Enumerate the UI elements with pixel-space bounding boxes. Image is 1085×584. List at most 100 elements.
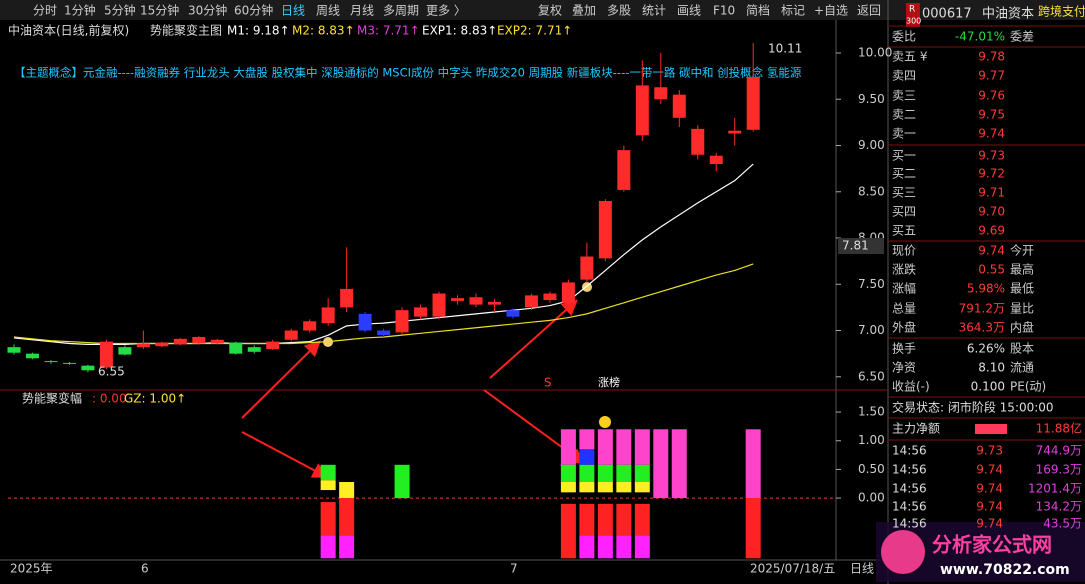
toolbar-bg <box>0 0 1085 20</box>
toolbar-tab[interactable]: 分时 <box>33 4 57 18</box>
toolbar-tab[interactable]: 多周期 <box>383 4 419 18</box>
candle-body <box>7 347 21 353</box>
candle-body <box>469 297 483 305</box>
toolbar-button[interactable]: +自选 <box>814 4 848 18</box>
arrow <box>241 431 329 478</box>
bid-row: 买一 <box>892 149 916 163</box>
weibi: 委比 <box>892 30 916 44</box>
bid-row: 9.69 <box>978 224 1005 238</box>
main-flow-label: 主力净额 <box>892 422 940 436</box>
toolbar-tab[interactable]: 5分钟 <box>104 3 136 18</box>
stat-row: 最低 <box>1010 282 1034 296</box>
candle-body <box>210 339 224 344</box>
indicator-bar <box>616 503 632 536</box>
candle-body <box>62 362 76 364</box>
indicator-bar <box>616 482 632 493</box>
tick-volume: 1201.4万 <box>1028 482 1082 496</box>
candle-body <box>654 87 668 100</box>
candle-body <box>81 365 95 371</box>
indicator-bar <box>320 502 336 536</box>
candle-body <box>25 353 39 359</box>
tick-time: 14:56 <box>892 517 927 531</box>
bid-row: 买二 <box>892 167 916 181</box>
candle-body <box>99 341 113 368</box>
ask-row: 9.74 <box>978 127 1005 141</box>
stat-row: 换手 <box>892 342 916 356</box>
tick-time: 14:56 <box>892 500 927 514</box>
indicator-bar <box>653 429 669 499</box>
candle-body <box>691 128 705 155</box>
y-tick-label: 8.50 <box>858 184 885 198</box>
ask-row: 卖五 ¥ <box>892 50 928 64</box>
weibi: 委差 <box>1010 30 1034 44</box>
indicator-bar <box>616 429 632 465</box>
candle-body <box>284 330 298 340</box>
ask-row: 9.76 <box>978 89 1005 103</box>
toolbar-tab[interactable]: 周线 <box>316 4 340 18</box>
candle-body <box>229 342 243 354</box>
badge: R <box>909 5 915 15</box>
toolbar-button[interactable]: F10 <box>713 4 735 18</box>
low-label: 6.55 <box>98 365 125 379</box>
rank-label: 涨榜 <box>598 375 620 389</box>
toolbar-tab[interactable]: 30分钟 <box>188 3 227 18</box>
arrow <box>241 340 321 419</box>
ask-row: 9.78 <box>978 50 1005 64</box>
stat-row: 791.2万 <box>959 302 1005 316</box>
toolbar-button[interactable]: 画线 <box>677 4 701 18</box>
tick-time: 14:56 <box>892 463 927 477</box>
indicator-bar <box>597 503 613 536</box>
stat-row: 8.10 <box>978 361 1005 375</box>
toolbar-button[interactable]: 标记 <box>781 4 805 18</box>
candle-body <box>414 307 428 317</box>
stat-row: 涨跌 <box>892 262 916 277</box>
toolbar-tab[interactable]: 日线 <box>281 4 305 18</box>
tick-time: 14:56 <box>892 444 927 458</box>
indicator-bar <box>394 464 410 499</box>
indicator-bar <box>560 482 576 493</box>
candle-body <box>617 150 631 190</box>
toolbar-tab[interactable]: 更多 〉 <box>426 4 466 18</box>
toolbar-tab[interactable]: 1分钟 <box>64 3 96 18</box>
indicator-value: : 0.00 <box>92 392 127 406</box>
indicator-bar <box>597 535 613 559</box>
candle-body <box>543 293 557 300</box>
toolbar-button[interactable]: 叠加 <box>572 4 596 18</box>
candle-body <box>173 338 187 345</box>
indicator-gz: GZ: 1.00↑ <box>124 392 186 406</box>
indicator-bar <box>634 535 650 559</box>
stock-code: 000617 <box>922 7 972 22</box>
toolbar-button[interactable]: 简档 <box>746 4 770 18</box>
toolbar-tab[interactable]: 月线 <box>350 4 374 18</box>
ask-row: 9.77 <box>978 69 1005 83</box>
stat-row: 涨幅 <box>892 281 916 296</box>
stat-row: 6.26% <box>967 342 1005 356</box>
toolbar-button[interactable]: 复权 <box>538 4 562 18</box>
ask-row: 卖二 <box>892 108 916 122</box>
indicator-bar <box>579 449 595 465</box>
toolbar-button[interactable]: 统计 <box>642 4 666 18</box>
bid-row: 9.70 <box>978 205 1005 219</box>
indicator-bar <box>745 498 761 559</box>
stat-row: PE(动) <box>1010 380 1046 394</box>
toolbar-button[interactable]: 多股 <box>607 4 631 18</box>
stat-row: 最高 <box>1010 262 1034 277</box>
watermark-url: www.70822.com <box>940 562 1070 578</box>
stat-row: 外盘 <box>892 320 916 335</box>
y-tick-label: 7.00 <box>858 323 885 337</box>
toolbar-tab[interactable]: 15分钟 <box>140 3 179 18</box>
candle-body <box>247 347 261 352</box>
indicator-bar <box>579 429 595 450</box>
ask-row: 卖三 <box>892 89 916 103</box>
badge-sub: 300 <box>906 17 921 26</box>
indicator-bar <box>560 503 576 559</box>
indicator-title: 势能聚变幅 <box>22 391 82 406</box>
stat-row: 9.74 <box>978 244 1005 258</box>
candle-body <box>136 343 150 348</box>
bid-row: 买四 <box>892 205 916 219</box>
toolbar-tab[interactable]: 60分钟 <box>234 3 273 18</box>
toolbar-button[interactable]: 返回 <box>857 4 881 18</box>
tick-price: 9.74 <box>976 500 1003 514</box>
indicator-bar <box>339 535 355 559</box>
candle-body <box>266 341 280 350</box>
